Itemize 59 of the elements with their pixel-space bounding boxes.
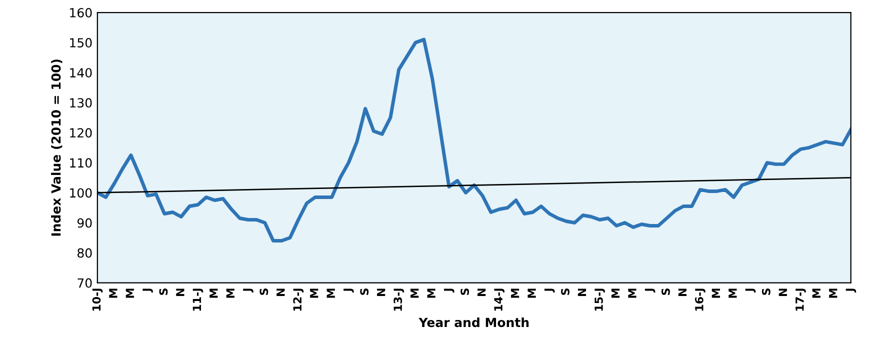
- y-tick-label: 90: [77, 218, 92, 228]
- x-tick-label: J: [544, 288, 555, 292]
- y-tick-label: 130: [70, 98, 92, 108]
- x-tick-label: M: [829, 288, 838, 298]
- x-tick-label: M: [628, 288, 636, 298]
- x-tick-label: S: [460, 288, 470, 295]
- y-tick-label: 70: [78, 278, 92, 288]
- x-tick-label: M: [427, 288, 436, 298]
- y-tick-label: 140: [70, 68, 92, 78]
- x-tick-label: N: [276, 288, 285, 296]
- x-tick-label: M: [712, 288, 720, 298]
- x-tick-label: J: [644, 288, 656, 292]
- y-tick-label: 80: [78, 248, 92, 258]
- x-tick-label: M: [410, 288, 419, 298]
- x-tick-label: J: [243, 288, 254, 292]
- x-tick-label: M: [210, 288, 218, 298]
- x-tick-label: M: [812, 288, 820, 298]
- x-tick-label: M: [310, 288, 318, 298]
- y-tick-label: 160: [70, 8, 92, 18]
- x-tick-label: M: [611, 288, 620, 298]
- x-tick-label: N: [377, 288, 386, 296]
- x-tick-label: 10-J: [92, 288, 103, 311]
- x-tick-label: M: [126, 288, 134, 298]
- x-tick-label: S: [360, 288, 369, 295]
- x-tick-label: 15-J: [594, 288, 606, 311]
- x-tick-label: M: [326, 288, 335, 298]
- x-tick-label: J: [344, 288, 354, 292]
- x-tick-label: S: [762, 288, 770, 295]
- x-tick-label: 13-J: [394, 288, 404, 311]
- x-axis-title: Year and Month: [418, 317, 529, 328]
- x-tick-label: N: [678, 288, 686, 296]
- x-tick-label: M: [109, 288, 118, 298]
- x-tick-label: N: [778, 288, 787, 296]
- y-tick-label: 100: [70, 188, 92, 198]
- y-tick-label: 150: [70, 38, 92, 48]
- x-tick-label: S: [159, 288, 168, 295]
- x-tick-label: J: [745, 288, 756, 292]
- x-tick-label: J: [444, 288, 454, 292]
- x-tick-label: S: [561, 288, 570, 295]
- y-tick-label: 110: [70, 158, 92, 168]
- x-tick-label: M: [528, 288, 536, 298]
- x-tick-label: M: [226, 288, 234, 298]
- y-tick-label: 120: [70, 128, 92, 138]
- x-tick-label: M: [728, 288, 737, 298]
- x-tick-label: N: [176, 288, 184, 296]
- x-tick-label: S: [662, 288, 670, 295]
- x-tick-label: J: [142, 288, 153, 292]
- x-tick-label: 12-J: [293, 288, 304, 311]
- x-tick-label: M: [510, 288, 520, 298]
- x-tick-label: S: [260, 288, 268, 295]
- x-tick-label: 11-J: [192, 288, 204, 311]
- x-tick-label: 14-J: [494, 288, 505, 311]
- y-axis-title: Index Value (2010 = 100): [51, 60, 62, 236]
- x-tick-label: N: [477, 288, 486, 296]
- x-tick-label: 16-J: [695, 288, 706, 311]
- x-tick-label: J: [846, 288, 856, 292]
- line-series: [97, 38, 851, 243]
- x-tick-label: 17-J: [796, 288, 806, 311]
- x-tick-label: N: [578, 288, 586, 296]
